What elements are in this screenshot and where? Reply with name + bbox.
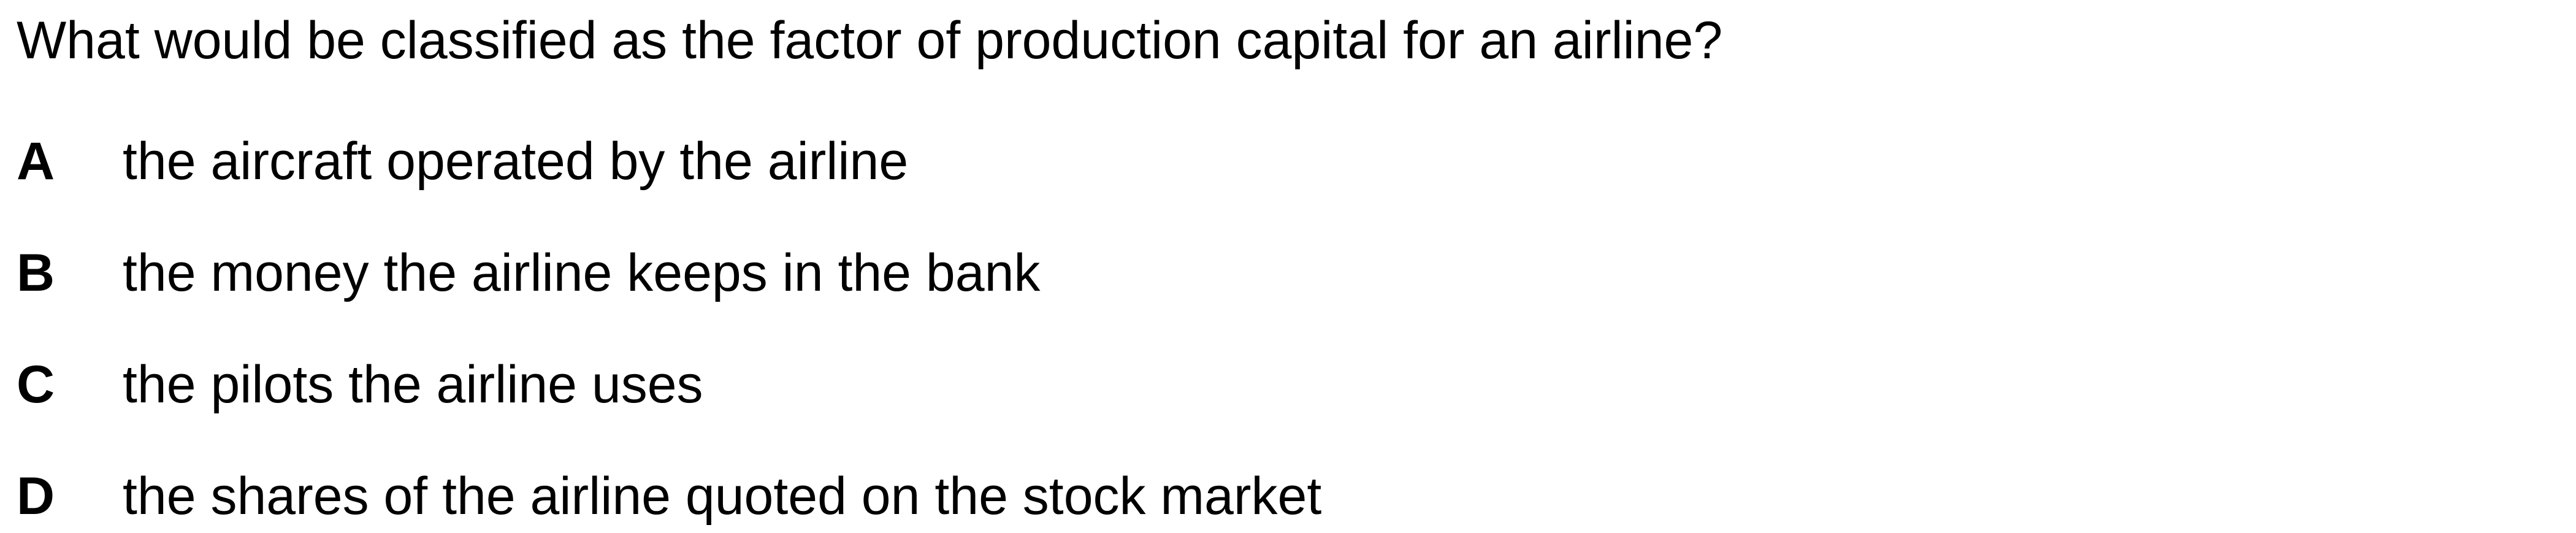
option-letter: C	[17, 355, 55, 414]
answer-option-b: B the money the airline keeps in the ban…	[0, 236, 2576, 310]
option-text: the aircraft operated by the airline	[123, 132, 909, 191]
option-text: the pilots the airline uses	[123, 355, 703, 414]
option-letter: A	[17, 132, 55, 191]
answer-option-c: C the pilots the airline uses	[0, 348, 2576, 421]
option-letter: B	[17, 243, 55, 302]
option-letter: D	[17, 467, 55, 526]
option-text: the money the airline keeps in the bank	[123, 243, 1041, 302]
option-text: the shares of the airline quoted on the …	[123, 467, 1322, 526]
answer-option-a: A the aircraft operated by the airline	[0, 125, 2576, 198]
answer-option-d: D the shares of the airline quoted on th…	[0, 459, 2576, 533]
question-text: What would be classified as the factor o…	[17, 11, 1723, 70]
